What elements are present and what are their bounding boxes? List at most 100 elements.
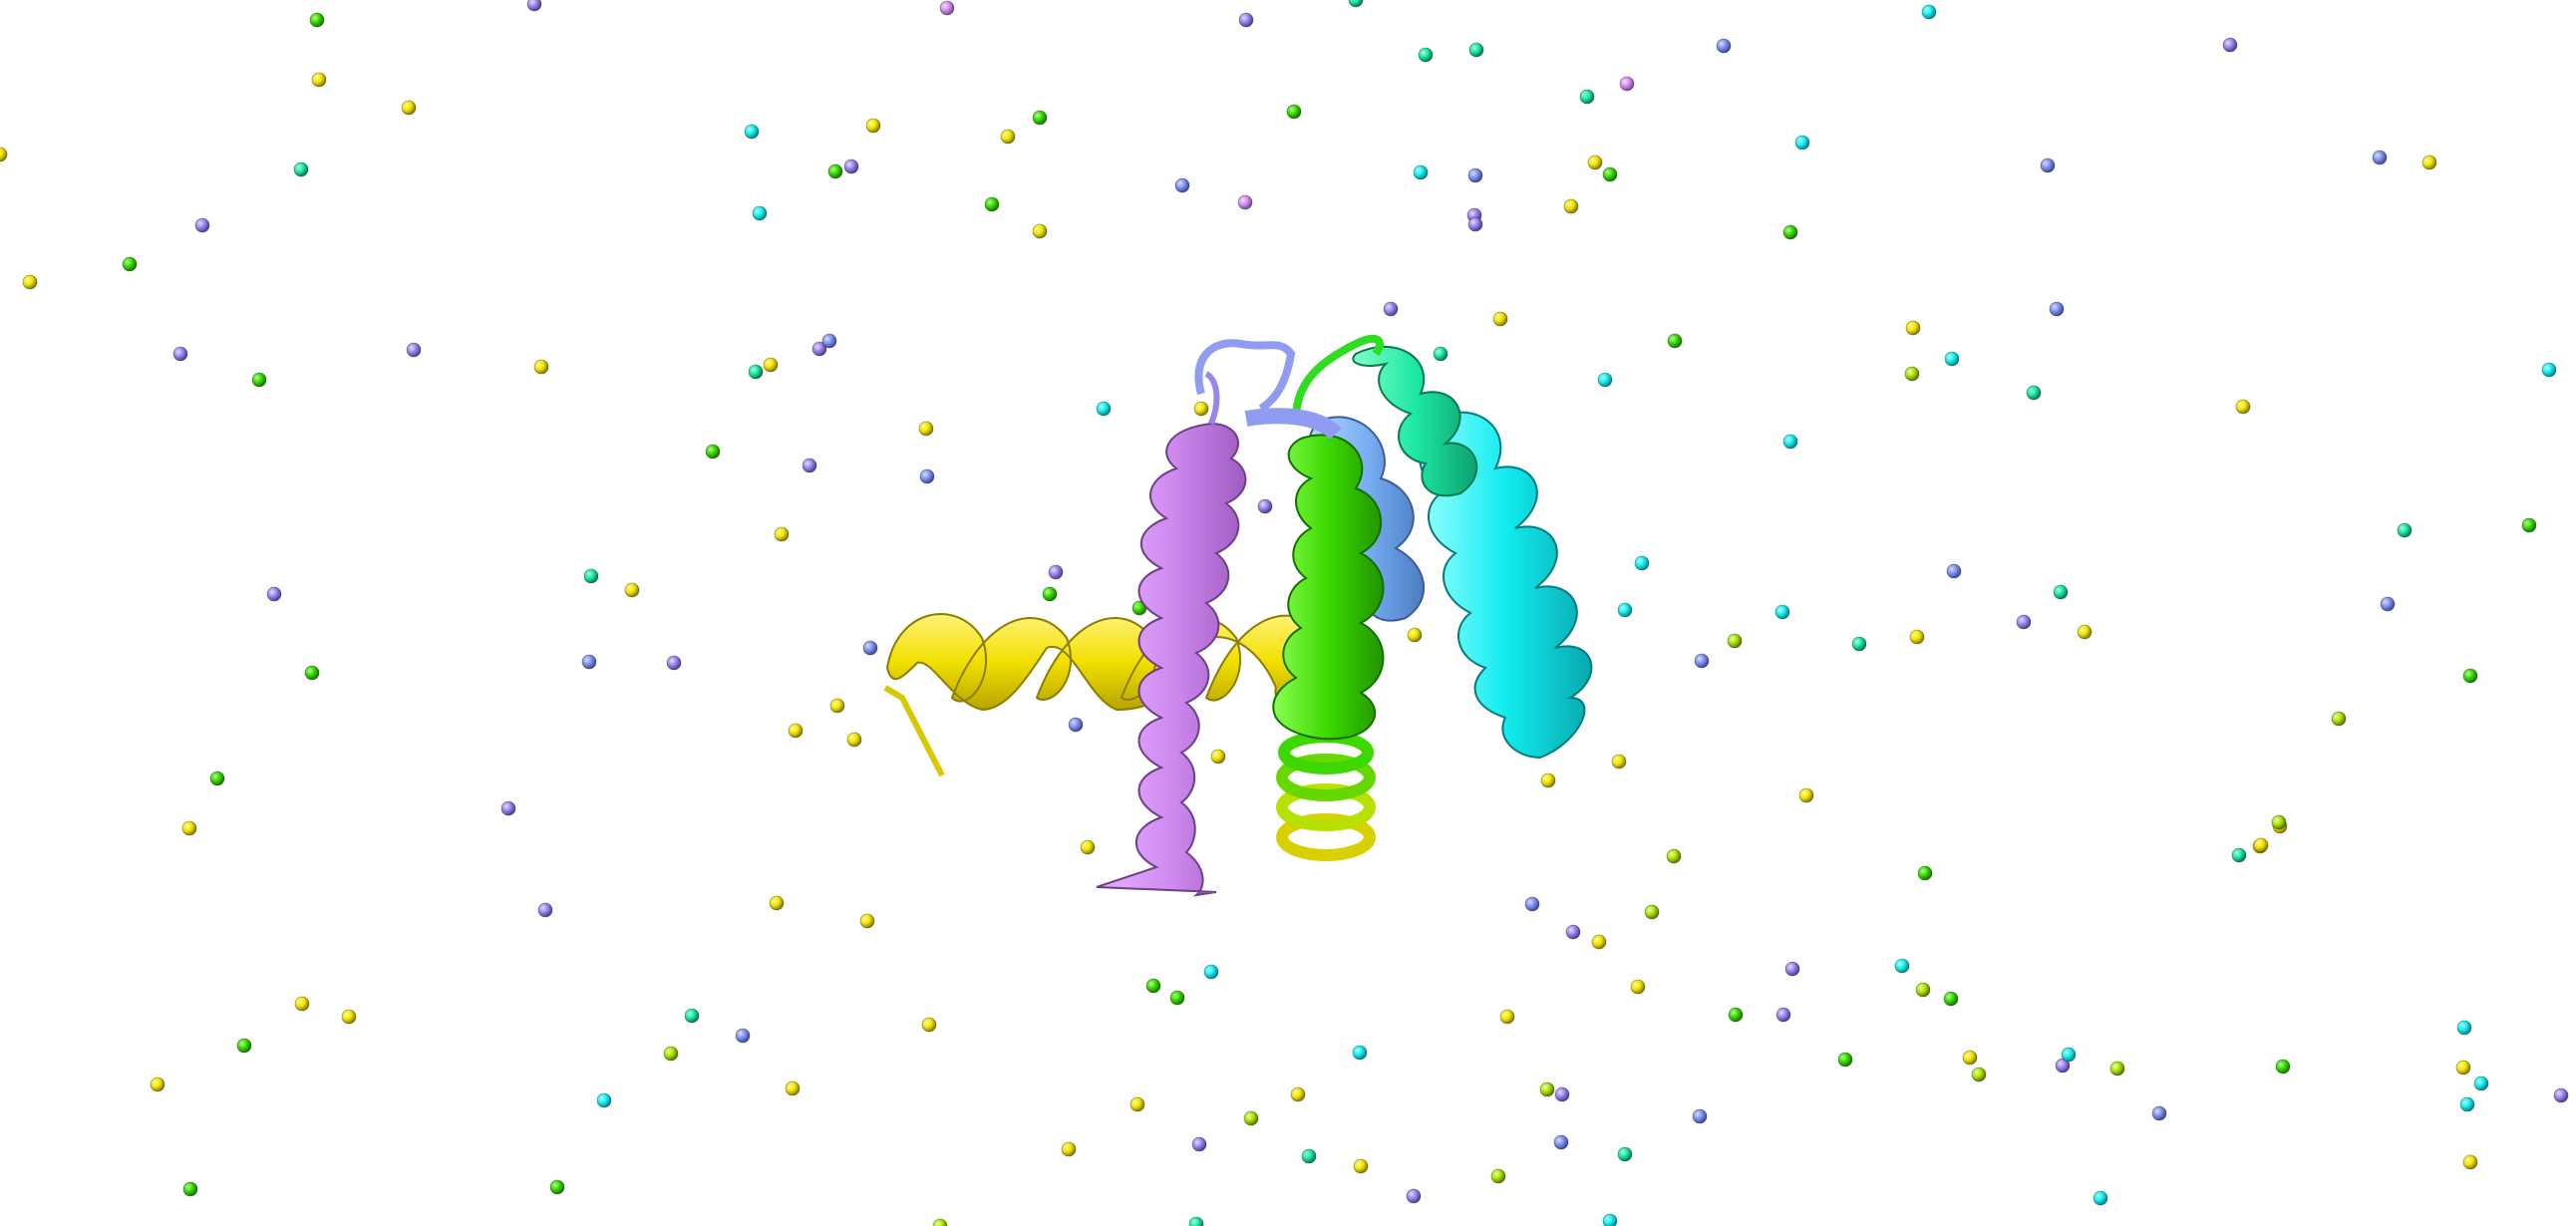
solvent-atom <box>788 723 804 739</box>
solvent-atom <box>533 359 549 375</box>
solvent-atom <box>1905 320 1921 336</box>
solvent-atom <box>1851 636 1867 652</box>
solvent-atom <box>22 274 38 290</box>
solvent-atom <box>2093 1190 2108 1206</box>
solvent-atom <box>1042 586 1058 602</box>
solvent-atom <box>1188 1216 1204 1226</box>
solvent-atom <box>181 820 197 836</box>
solvent-atom <box>1490 1168 1506 1184</box>
solvent-atom <box>752 205 768 221</box>
solvent-atom <box>2253 837 2269 853</box>
solvent-atom <box>1210 749 1226 765</box>
solvent-atom <box>1782 434 1798 450</box>
solvent-atom <box>684 1008 700 1024</box>
solvent-atom <box>1032 110 1048 126</box>
solvent-atom <box>663 1046 679 1062</box>
solvent-atom <box>236 1038 252 1054</box>
solvent-atom <box>1468 42 1484 58</box>
solvent-atom <box>251 372 267 388</box>
solvent-atom <box>921 1017 937 1033</box>
solvent-atom <box>2271 814 2287 830</box>
solvent-atom <box>919 468 935 484</box>
solvent-atom <box>1467 216 1483 232</box>
solvent-atom <box>1243 1110 1259 1126</box>
solvent-atom <box>2456 1020 2472 1036</box>
solvent-atom <box>666 655 682 671</box>
solvent-atom <box>182 1181 198 1197</box>
helix-green-coil <box>1276 731 1376 861</box>
solvent-atom <box>583 568 599 584</box>
solvent-atom <box>2049 301 2065 317</box>
solvent-atom <box>294 996 310 1012</box>
solvent-atom <box>1782 224 1798 240</box>
solvent-atom <box>2541 362 2557 378</box>
solvent-atom <box>1894 958 1910 974</box>
solvent-atom <box>1257 498 1273 514</box>
solvent-atom <box>2380 596 2396 612</box>
solvent-atom <box>2421 154 2437 170</box>
solvent-atom <box>2222 37 2238 53</box>
solvent-atom <box>1553 1134 1569 1150</box>
solvent-atom <box>2040 157 2056 173</box>
solvent-atom <box>769 895 785 911</box>
solvent-atom <box>1921 4 1937 20</box>
helix-spring <box>1292 334 1478 497</box>
solvent-atom <box>1413 164 1429 180</box>
solvent-atom <box>1467 167 1483 183</box>
solvent-atom <box>1203 964 1219 980</box>
solvent-atom <box>821 333 837 349</box>
solvent-atom <box>1694 653 1710 669</box>
solvent-atom <box>1068 717 1084 733</box>
solvent-atom <box>2397 522 2413 538</box>
solvent-atom <box>1617 1146 1633 1162</box>
helix-violet <box>1096 371 1247 897</box>
solvent-atom <box>1784 961 1800 977</box>
solvent-atom <box>1634 555 1650 571</box>
solvent-atom <box>1563 198 1579 214</box>
solvent-atom <box>865 118 881 134</box>
solvent-atom <box>1971 1067 1987 1082</box>
solvent-atom <box>194 217 210 233</box>
solvent-atom <box>304 665 320 681</box>
solvent-atom <box>2016 614 2032 630</box>
solvent-atom <box>1644 904 1660 920</box>
solvent-atom <box>266 586 282 602</box>
solvent-atom <box>1301 1148 1317 1164</box>
solvent-atom <box>859 913 875 929</box>
solvent-atom <box>1602 166 1618 182</box>
solvent-atom <box>401 100 417 116</box>
protein-ribbon <box>883 334 1593 897</box>
solvent-atom <box>311 72 327 88</box>
solvent-atom <box>526 0 542 12</box>
solvent-atom <box>1433 346 1449 362</box>
solvent-atom <box>537 902 553 918</box>
solvent-atom <box>1554 1086 1570 1102</box>
solvent-atom <box>1418 47 1434 63</box>
solvent-atom <box>1917 865 1933 881</box>
solvent-atom <box>2235 399 2251 415</box>
solvent-atom <box>1611 754 1627 769</box>
solvent-atom <box>2521 517 2537 533</box>
solvent-atom <box>581 654 597 670</box>
solvent-atom <box>763 357 779 373</box>
solvent-atom <box>2372 150 2388 165</box>
solvent-atom <box>1383 301 1399 317</box>
solvent-atom <box>1290 1086 1306 1102</box>
solvent-atom <box>1775 1007 1791 1023</box>
solvent-atom <box>2053 584 2069 600</box>
solvent-atom <box>1237 194 1253 210</box>
solvent-atom <box>1169 990 1185 1006</box>
solvent-atom <box>1286 104 1302 120</box>
solvent-atom <box>1666 848 1682 864</box>
solvent-atom <box>2055 1058 2071 1073</box>
solvent-atom <box>2275 1059 2291 1074</box>
solvent-atom <box>827 163 843 179</box>
solvent-atom <box>624 582 640 598</box>
solvent-atom <box>1499 1009 1515 1025</box>
solvent-atom <box>1348 0 1364 8</box>
solvent-atom <box>1565 924 1581 940</box>
solvent-atom <box>1798 787 1814 803</box>
solvent-atom <box>705 444 721 460</box>
